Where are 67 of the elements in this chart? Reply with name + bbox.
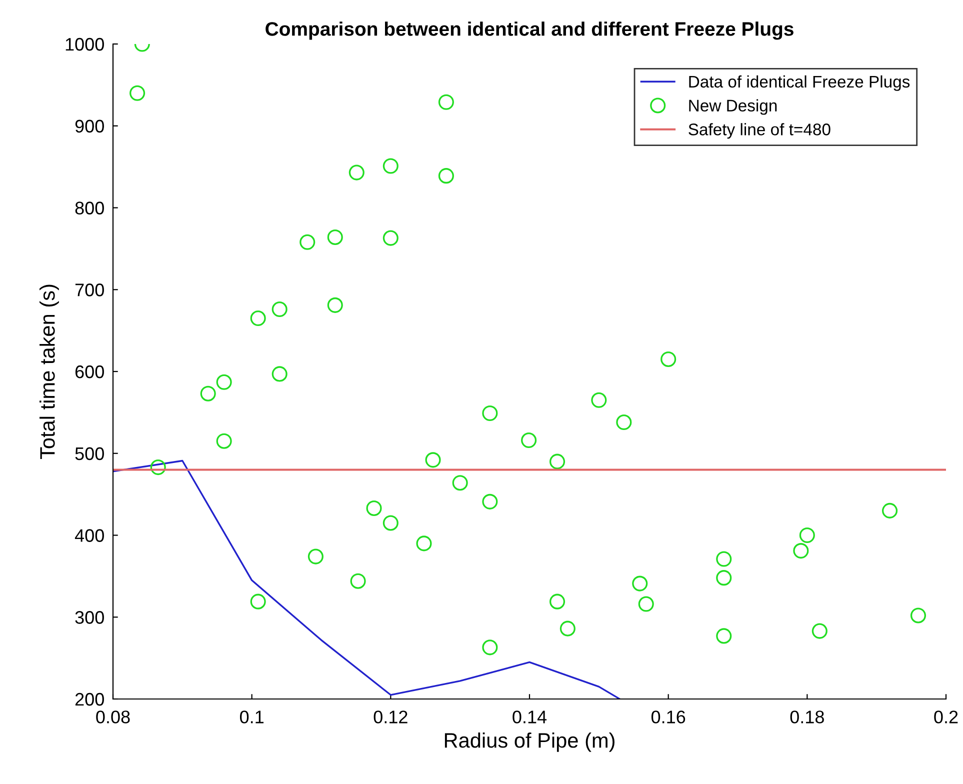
legend-label: New Design <box>689 99 777 115</box>
point <box>482 640 498 656</box>
point <box>348 164 364 180</box>
point <box>216 374 232 390</box>
legend-label: Safety line of t=480 <box>688 123 830 139</box>
point <box>216 433 232 449</box>
point <box>300 234 316 250</box>
point <box>382 515 398 531</box>
point <box>272 366 288 382</box>
point <box>793 543 809 559</box>
x-tick-label: 0.2 <box>934 710 958 724</box>
point <box>200 386 216 402</box>
point <box>549 454 566 470</box>
point <box>130 85 146 101</box>
x-axis-title: Radius of Pipe (m) <box>444 732 614 752</box>
y-tick-label: 400 <box>74 529 104 542</box>
point <box>327 229 343 246</box>
point <box>616 414 632 430</box>
y-tick-label: 200 <box>75 692 104 706</box>
y-tick-label: 700 <box>75 284 104 296</box>
point <box>452 475 468 491</box>
point <box>799 527 815 544</box>
y-tick-label: 500 <box>75 447 104 460</box>
y-tick-label: 900 <box>75 120 104 133</box>
point <box>910 608 926 624</box>
line-series <box>113 460 621 699</box>
point <box>638 596 654 612</box>
point <box>366 500 382 516</box>
point <box>482 405 498 422</box>
point <box>150 460 166 476</box>
point <box>521 432 537 448</box>
point <box>250 310 266 326</box>
point <box>438 94 454 110</box>
point <box>308 548 324 564</box>
point <box>382 158 398 174</box>
point <box>560 620 576 636</box>
point <box>716 628 732 644</box>
x-tick-label: 0.18 <box>790 710 824 724</box>
point <box>327 297 343 313</box>
x-tick-label: 0.16 <box>651 710 686 724</box>
point <box>591 392 607 408</box>
point <box>812 623 828 639</box>
point <box>716 551 732 567</box>
point <box>272 301 288 318</box>
point <box>482 494 498 510</box>
point <box>416 536 432 552</box>
x-tick-label: 0.1 <box>240 710 264 724</box>
point <box>250 594 266 610</box>
y-tick-label: 800 <box>75 202 104 214</box>
y-axis-title: Total time taken (s) <box>40 284 59 460</box>
point <box>438 168 454 184</box>
x-tick-label: 0.14 <box>512 710 547 724</box>
legend-label: Data of identical Freeze Plugs <box>689 75 910 91</box>
point <box>350 573 366 589</box>
point <box>660 351 676 367</box>
x-tick-label: 0.12 <box>374 710 408 724</box>
point <box>882 502 898 518</box>
y-tick-label: 600 <box>75 365 104 378</box>
point <box>425 452 441 468</box>
point <box>549 594 566 610</box>
y-tick-label: 1000 <box>66 38 104 51</box>
chart-title: Comparison between identical and different Freeze Plugs <box>266 22 794 40</box>
y-tick-label: 300 <box>75 611 104 624</box>
point <box>382 230 398 246</box>
point <box>632 576 648 592</box>
point <box>716 570 732 586</box>
x-tick-label: 0.08 <box>96 710 130 724</box>
